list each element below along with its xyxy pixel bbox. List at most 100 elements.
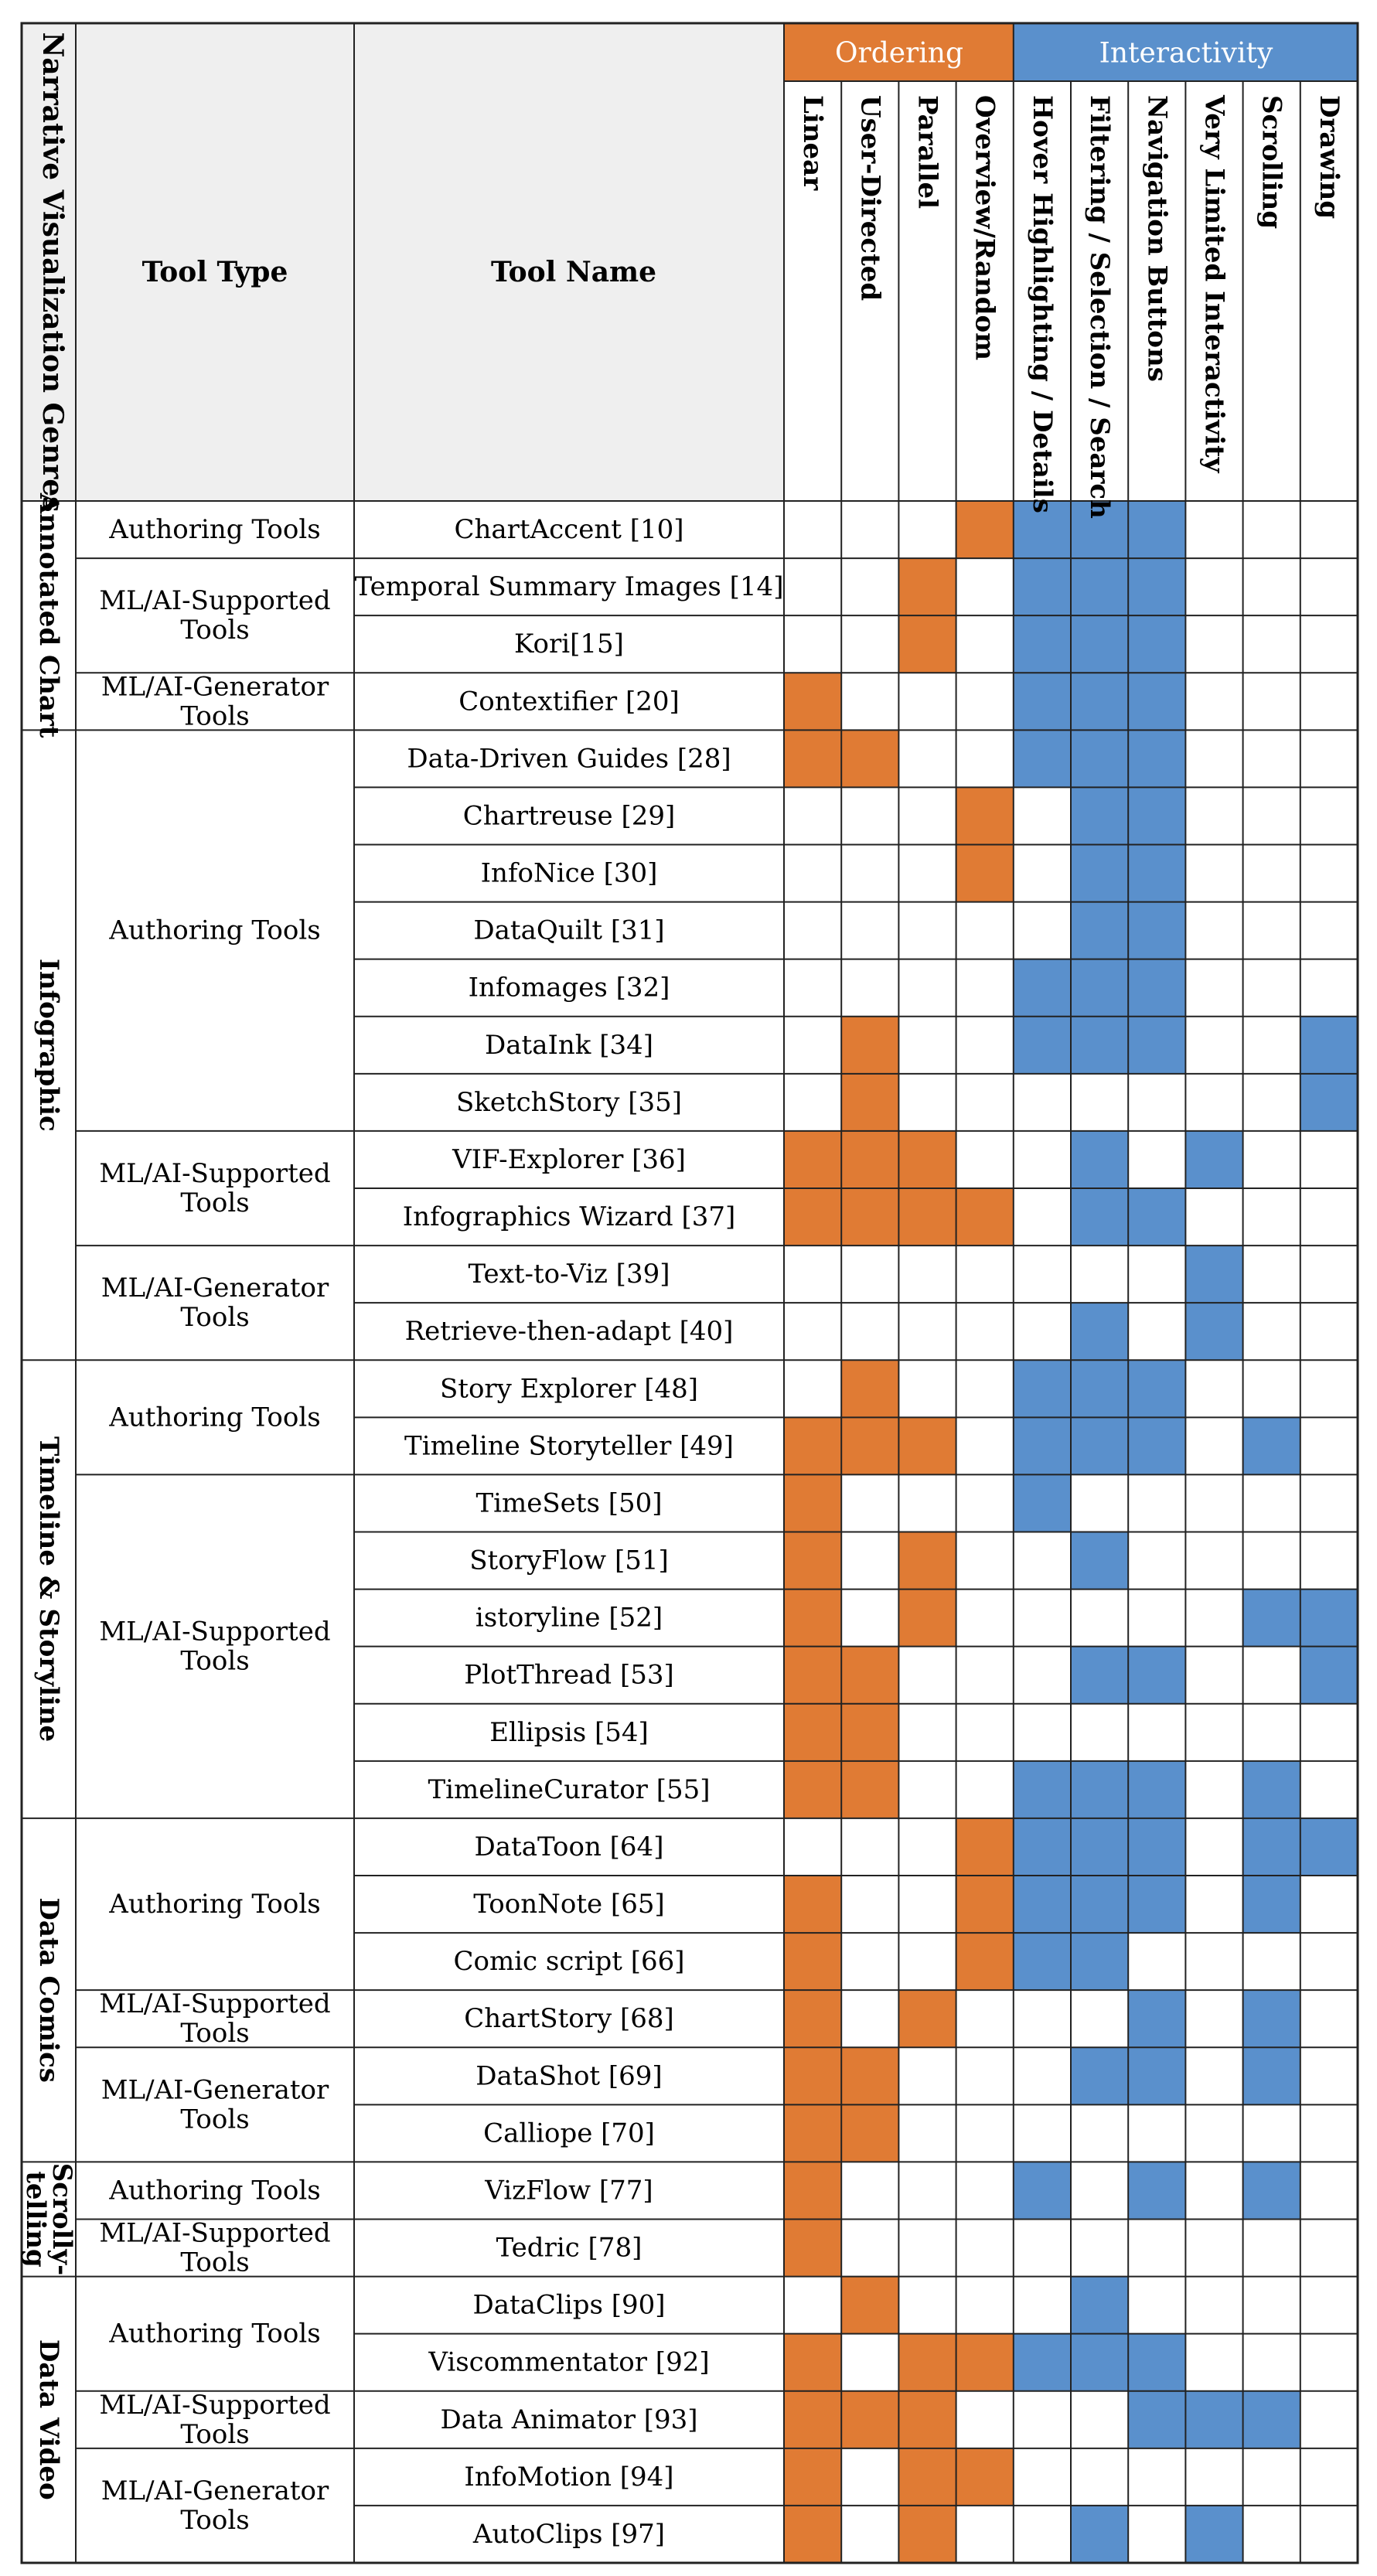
tool-type-label: Authoring Tools — [108, 2175, 320, 2206]
feature-cell — [841, 1016, 899, 1074]
feature-cell — [1128, 787, 1186, 845]
feature-cell — [1128, 1417, 1186, 1475]
tool-name: DataShot [69] — [475, 2060, 662, 2091]
feature-cell — [956, 844, 1014, 902]
tool-name: AutoClips [97] — [472, 2519, 665, 2550]
feature-cell — [1013, 558, 1071, 616]
feature-cell — [1128, 1990, 1186, 2048]
feature-cell — [1013, 2162, 1071, 2220]
tool-name: Kori[15] — [514, 629, 624, 659]
feature-cell — [1128, 2162, 1186, 2220]
feature-cell — [784, 1990, 842, 2048]
feature-cell — [1013, 1760, 1071, 1818]
tool-name: Temporal Summary Images [14] — [355, 571, 784, 602]
feature-cell — [784, 1130, 842, 1188]
tool-name: Ellipsis [54] — [489, 1717, 649, 1748]
feature-cell — [1071, 1532, 1129, 1590]
tool-name: Timeline Storyteller [49] — [404, 1430, 734, 1461]
tool-name: ChartStory [68] — [464, 2003, 674, 2034]
tool-name: istoryline [52] — [475, 1603, 663, 1634]
genre-label: Scrolly-telling — [20, 2163, 77, 2276]
feature-cell — [784, 1646, 842, 1704]
feature-cell — [956, 2333, 1014, 2391]
feature-cell — [956, 1188, 1014, 1246]
feature-cell — [1128, 2390, 1186, 2448]
tool-name: SketchStory [35] — [456, 1087, 682, 1118]
column-header: Parallel — [912, 95, 943, 209]
feature-cell — [1300, 1646, 1358, 1704]
column-header: Filtering / Selection / Search — [1084, 95, 1115, 519]
feature-cell — [1242, 2162, 1300, 2220]
feature-cell — [841, 730, 899, 788]
genre-label: Data Video — [33, 2339, 64, 2500]
feature-cell — [784, 730, 842, 788]
feature-cell — [784, 2104, 842, 2162]
column-header: Overview/Random — [970, 95, 1000, 360]
column-header: Navigation Buttons — [1141, 95, 1172, 382]
tool-name: InfoNice [30] — [481, 858, 658, 889]
feature-cell — [1128, 558, 1186, 616]
column-header: Drawing — [1314, 95, 1345, 219]
feature-cell — [1013, 2333, 1071, 2391]
feature-cell — [1013, 730, 1071, 788]
feature-cell — [1128, 1360, 1186, 1418]
feature-cell — [784, 2448, 842, 2506]
tool-name: DataToon [64] — [475, 1831, 664, 1862]
feature-cell — [956, 1933, 1014, 1991]
feature-cell — [1300, 1016, 1358, 1074]
tool-name: StoryFlow [51] — [469, 1545, 669, 1576]
feature-cell — [1071, 959, 1129, 1017]
feature-cell — [1128, 501, 1186, 559]
feature-cell — [1071, 1876, 1129, 1934]
feature-cell — [1128, 2047, 1186, 2105]
feature-cell — [1242, 1760, 1300, 1818]
feature-cell — [898, 1990, 956, 2048]
feature-cell — [841, 2390, 899, 2448]
feature-cell — [784, 2333, 842, 2391]
feature-cell — [784, 2162, 842, 2220]
feature-cell — [956, 1818, 1014, 1876]
header-background — [22, 23, 784, 501]
feature-cell — [1242, 2390, 1300, 2448]
genre-label: Timeline & Storyline — [33, 1436, 64, 1742]
feature-cell — [1071, 901, 1129, 959]
feature-cell — [1013, 615, 1071, 673]
feature-cell — [1128, 730, 1186, 788]
tool-type-label: ML/AI-Supported Tools — [99, 2390, 330, 2450]
feature-cell — [1128, 1818, 1186, 1876]
ordering-header-fill — [784, 23, 1014, 81]
tool-name: Data Animator [93] — [440, 2404, 697, 2435]
tool-type-label: Authoring Tools — [108, 1889, 320, 1920]
feature-cell — [1242, 1990, 1300, 2048]
feature-cell — [784, 2047, 842, 2105]
feature-cell — [898, 2448, 956, 2506]
feature-cell — [841, 1360, 899, 1418]
column-header: Very Limited Interactivity — [1199, 94, 1230, 474]
feature-cell — [784, 1589, 842, 1647]
feature-cell — [1071, 1818, 1129, 1876]
feature-cell — [1071, 1130, 1129, 1188]
tool-type-label: ML/AI-Generator Tools — [101, 2074, 329, 2135]
tool-name: DataClips [90] — [472, 2290, 665, 2321]
feature-cell — [1242, 1876, 1300, 1934]
tool-name: PlotThread [53] — [464, 1660, 673, 1691]
feature-cell — [898, 1130, 956, 1188]
feature-cell — [841, 1073, 899, 1131]
feature-cell — [841, 1646, 899, 1704]
feature-cell — [1128, 615, 1186, 673]
feature-cell — [1128, 673, 1186, 731]
feature-cell — [898, 1417, 956, 1475]
feature-cell — [1128, 1646, 1186, 1704]
tool-type-label: ML/AI-Supported Tools — [99, 2218, 330, 2278]
feature-cell — [1013, 959, 1071, 1017]
feature-cell — [1013, 1876, 1071, 1934]
feature-cell — [1013, 1360, 1071, 1418]
feature-cell — [1071, 615, 1129, 673]
feature-cell — [784, 1474, 842, 1532]
feature-cell — [1128, 901, 1186, 959]
feature-cell — [1185, 1130, 1243, 1188]
tool-name: TimeSets [50] — [475, 1487, 662, 1518]
tool-name: TimelineCurator [55] — [428, 1774, 710, 1805]
feature-cell — [1013, 1818, 1071, 1876]
feature-cell — [1071, 1016, 1129, 1074]
